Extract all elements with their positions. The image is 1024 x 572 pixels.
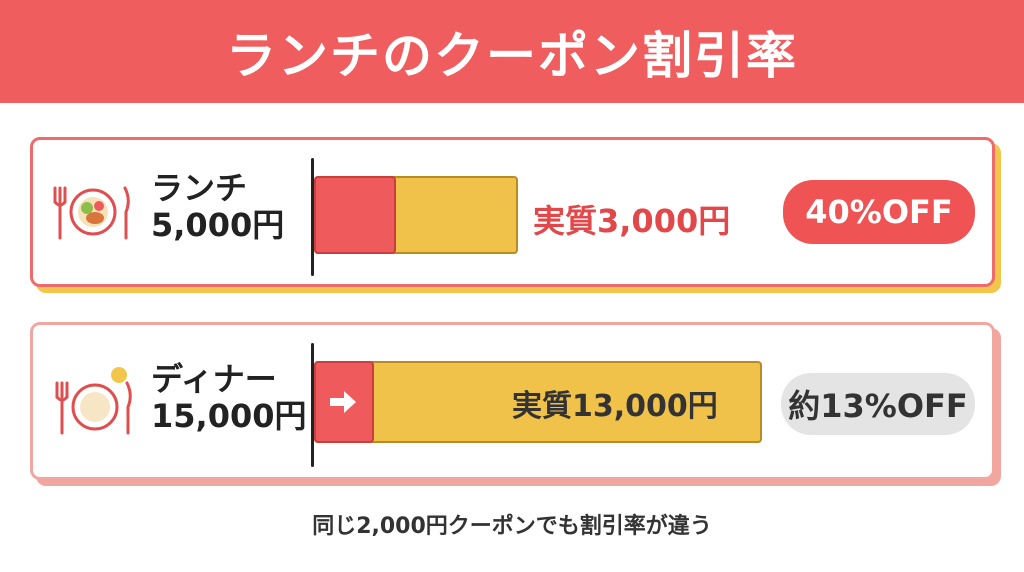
dinner-discount-segment [314, 361, 374, 443]
dinner-axis [311, 343, 314, 467]
page-title: ランチのクーポン割引率 [226, 26, 798, 85]
dinner-effective-price: 実質13,000円 [512, 389, 718, 424]
lunch-card: ランチ 5,000円 実質3,000円 40%OFF [30, 137, 995, 287]
lunch-axis [311, 158, 314, 276]
arrow-right-icon [330, 391, 356, 413]
lunch-discount-badge: 40%OFF [783, 180, 975, 244]
lunch-discount-segment [314, 176, 396, 254]
dinner-price-bar: 実質13,000円 [314, 361, 762, 443]
lunch-price-bar [314, 176, 518, 254]
lunch-label: ランチ 5,000円 [151, 170, 284, 244]
plate-with-food-icon [53, 186, 130, 240]
dinner-label: ディナー 15,000円 [151, 361, 307, 435]
dinner-name: ディナー [151, 360, 277, 398]
lunch-name: ランチ [151, 169, 248, 207]
plate-with-cutlery-icon [55, 367, 132, 435]
lunch-price: 5,000円 [151, 205, 285, 244]
footer-note: 同じ2,000円クーポンでも割引率が違う [312, 514, 712, 539]
dinner-discount-badge: 約13%OFF [781, 373, 975, 435]
dinner-card: ディナー 15,000円 実質13,000円 約13%OFF [30, 322, 995, 480]
header-banner: ランチのクーポン割引率 [0, 0, 1024, 103]
dinner-price: 15,000円 [151, 396, 307, 435]
lunch-effective-price: 実質3,000円 [533, 202, 731, 240]
